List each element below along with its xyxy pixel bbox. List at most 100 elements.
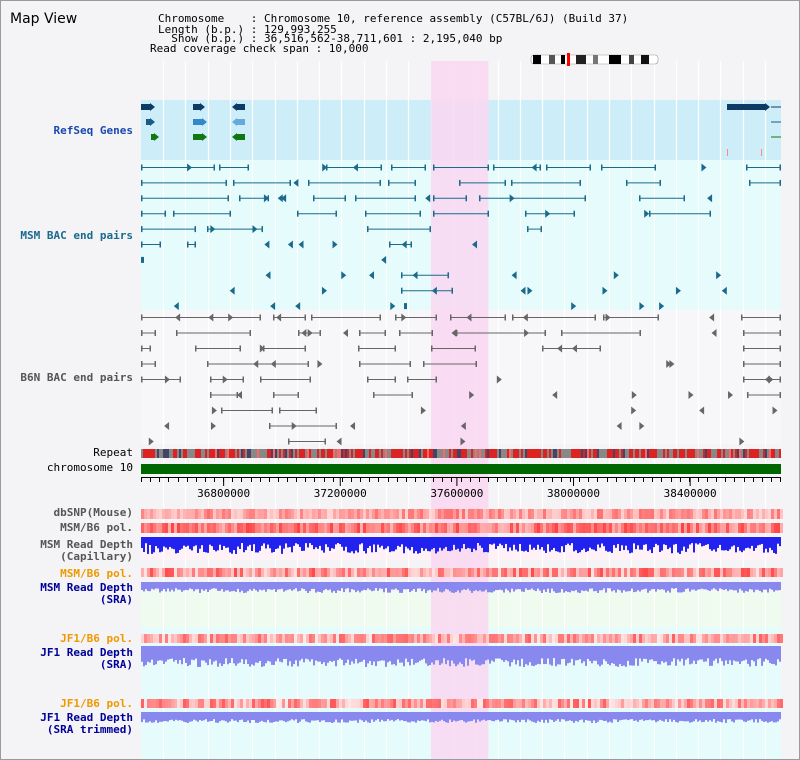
heat-cell [723, 634, 726, 643]
depth-bar [239, 582, 241, 593]
depth-bar [287, 646, 289, 666]
depth-bar [239, 712, 241, 721]
depth-bar [679, 582, 681, 593]
depth-bar [155, 712, 157, 721]
track-label-jf1-pol-2[interactable]: JF1/B6 pol. [60, 697, 133, 710]
depth-bar [713, 646, 715, 661]
heat-cell [774, 699, 777, 708]
depth-bar [667, 537, 669, 550]
heat-cell [255, 509, 258, 519]
heat-cell [708, 568, 711, 577]
depth-bar [227, 712, 229, 723]
depth-bar [195, 537, 197, 546]
depth-bar [715, 712, 717, 723]
heat-cell [390, 634, 393, 643]
bac-end [219, 164, 221, 171]
heat-cell [150, 523, 153, 533]
heat-cell [408, 699, 411, 708]
depth-bar [547, 582, 549, 589]
bac-end [279, 407, 281, 414]
depth-bar [683, 537, 685, 547]
repeat-block [237, 449, 239, 458]
depth-bar [245, 712, 247, 723]
depth-bar [563, 712, 565, 720]
heat-cell [423, 523, 426, 533]
track-label-jf1-pol-1[interactable]: JF1/B6 pol. [60, 632, 133, 645]
track-label-jf1-depth-trim[interactable]: JF1 Read Depth [40, 711, 133, 724]
track-label-msm-bac[interactable]: MSM BAC end pairs [20, 229, 133, 242]
depth-bar [477, 646, 479, 665]
bac-end-arrow [210, 422, 216, 430]
track-label-msm-depth-sra[interactable]: MSM Read Depth [40, 581, 133, 594]
track-label-dbsnp[interactable]: dbSNP(Mouse) [53, 506, 133, 519]
heat-cell [459, 634, 462, 643]
depth-bar [353, 712, 355, 721]
repeat-block [545, 449, 547, 458]
heat-cell [714, 568, 717, 577]
depth-bar [231, 646, 233, 659]
depth-bar [291, 646, 293, 667]
depth-bar [589, 712, 591, 721]
bac-end [435, 376, 437, 383]
depth-bar [587, 646, 589, 659]
heat-cell [555, 568, 558, 577]
heat-cell [522, 523, 525, 533]
heat-cell [564, 699, 567, 708]
depth-bar [311, 712, 313, 721]
depth-bar [573, 582, 575, 592]
depth-bar [595, 646, 597, 661]
heat-cell [201, 523, 204, 533]
track-label-msm-pol-1[interactable]: MSM/B6 pol. [60, 521, 133, 534]
heat-cell [492, 634, 495, 643]
track-label-msm-depth-cap[interactable]: MSM Read Depth [40, 538, 133, 551]
track-label-repeat[interactable]: Repeat [93, 446, 133, 459]
bac-end-arrow [721, 286, 727, 295]
track-label-b6n-bac[interactable]: B6N BAC end pairs [20, 371, 133, 384]
track-label-jf1-depth-sra[interactable]: JF1 Read Depth [40, 646, 133, 659]
depth-bar [379, 712, 381, 722]
heat-cell [267, 509, 270, 519]
heat-cell [498, 634, 501, 643]
heat-cell [249, 509, 252, 519]
depth-bar [669, 582, 671, 593]
depth-bar [181, 582, 183, 592]
heat-cell [246, 509, 249, 519]
heat-cell [420, 568, 423, 577]
depth-bar [359, 582, 361, 593]
depth-bar [607, 712, 609, 723]
repeat-block [347, 449, 349, 458]
depth-bar [357, 646, 359, 664]
heat-cell [528, 509, 531, 519]
depth-bar [469, 537, 471, 549]
heat-cell [333, 568, 336, 577]
track-label-msm-pol-2[interactable]: MSM/B6 pol. [60, 567, 133, 580]
heat-cell [264, 699, 267, 708]
repeat-block [291, 449, 293, 458]
bac-end [394, 376, 396, 383]
track-label-chromosome[interactable]: chromosome 10 [46, 461, 133, 474]
depth-bar [265, 646, 267, 664]
heat-cell [594, 509, 597, 519]
track-label-refseq[interactable]: RefSeq Genes [53, 124, 133, 137]
depth-bar [679, 537, 681, 554]
heat-cell [690, 634, 693, 643]
bac-end [779, 330, 781, 336]
heat-cell [444, 523, 447, 533]
heat-cell [357, 568, 360, 577]
heat-cell [393, 523, 396, 533]
depth-bar [445, 712, 447, 723]
repeat-block [735, 449, 737, 458]
heat-cell [747, 523, 750, 533]
heat-cell [516, 568, 519, 577]
depth-bar [485, 646, 487, 661]
bac-end [407, 376, 409, 383]
depth-bar [569, 712, 571, 721]
ruler-tick-label: 37200000 [314, 487, 367, 500]
heat-cell [315, 699, 318, 708]
repeat-block [281, 449, 283, 458]
heat-cell [147, 634, 150, 643]
depth-bar [603, 712, 605, 722]
heat-cell [717, 634, 720, 643]
depth-bar [143, 537, 145, 552]
